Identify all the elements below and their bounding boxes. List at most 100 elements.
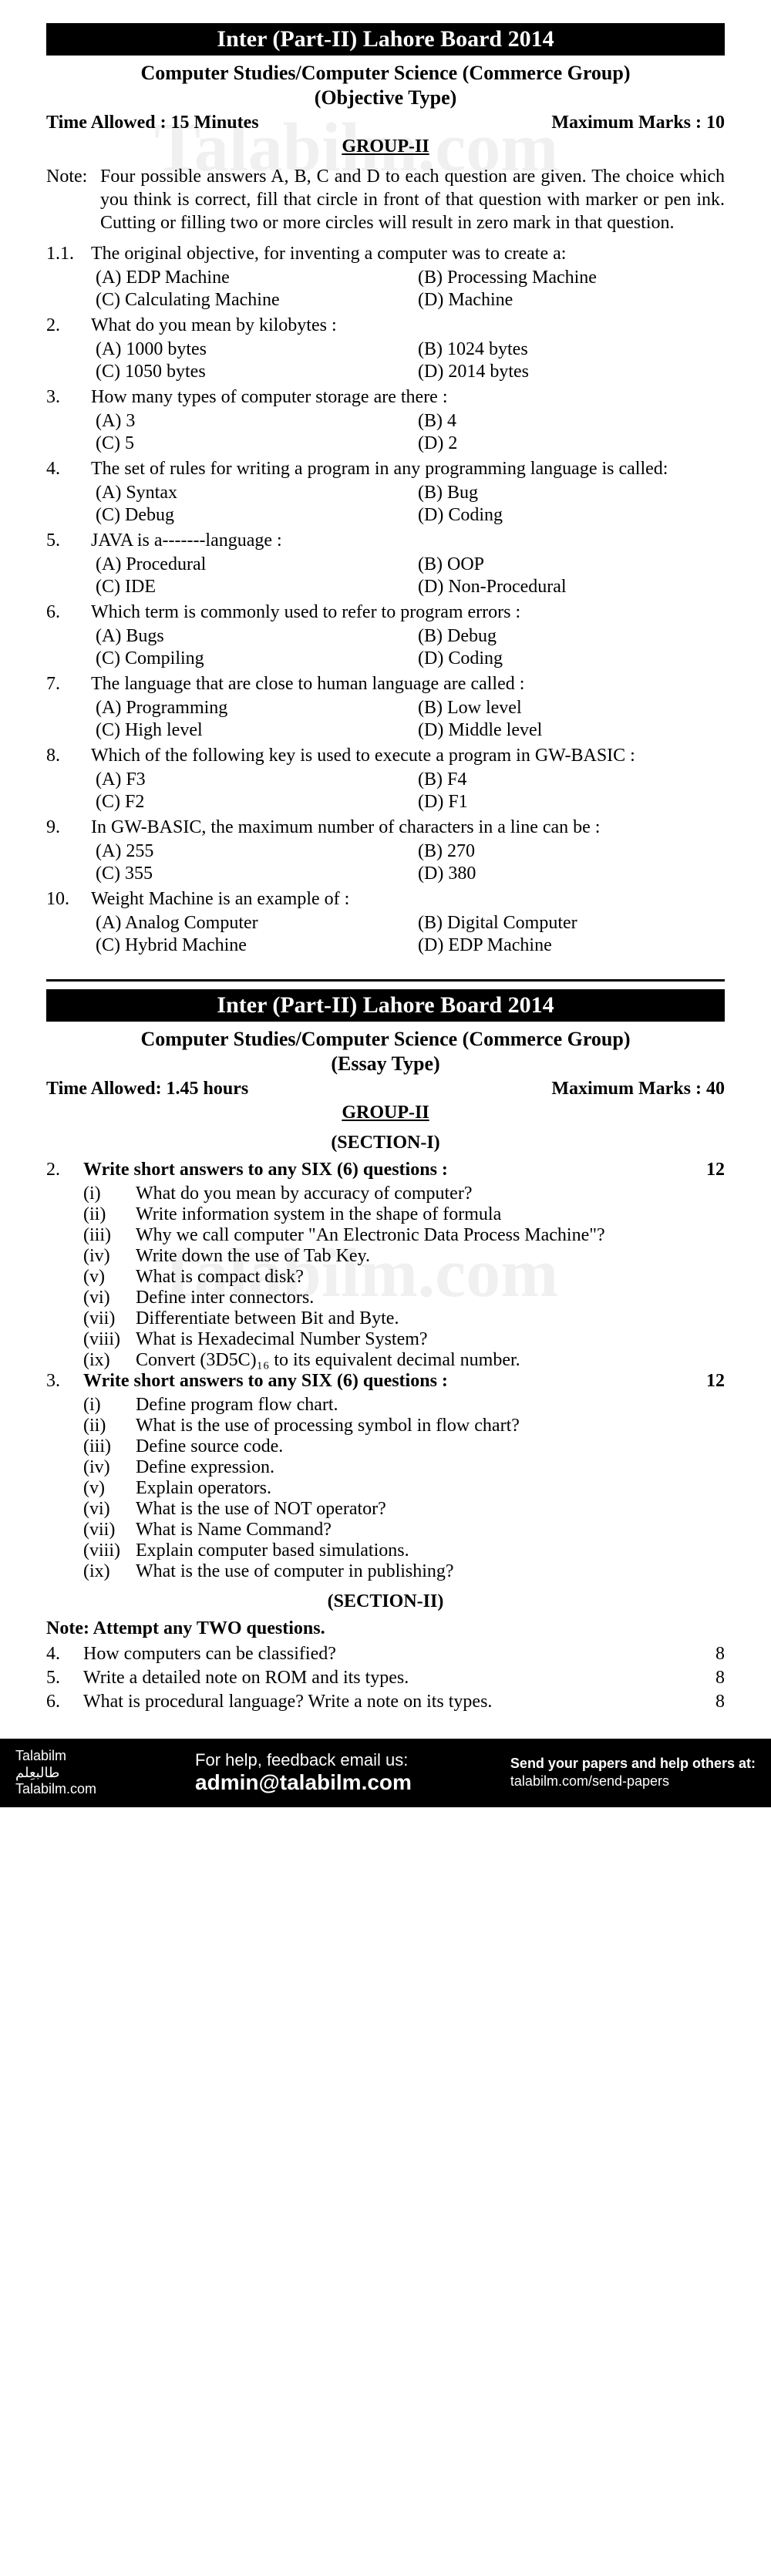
mcq-text: In GW-BASIC, the maximum number of chara… [91, 817, 725, 838]
mcq-num: 1.1. [46, 244, 91, 311]
subq-num: (iv) [83, 1246, 136, 1267]
subq-text: What is Hexadecimal Number System? [136, 1329, 428, 1350]
mcq-option: (A) Analog Computer [96, 913, 402, 934]
meta-row-objective: Time Allowed : 15 Minutes Maximum Marks … [46, 113, 725, 133]
mcq-option: (D) 2014 bytes [418, 362, 725, 382]
mcq-options: (A) 1000 bytes(B) 1024 bytes(C) 1050 byt… [91, 339, 725, 382]
essay-q2-marks: 12 [706, 1160, 725, 1180]
title-banner-objective: Inter (Part-II) Lahore Board 2014 [46, 23, 725, 56]
mcq-8: 8.Which of the following key is used to … [46, 746, 725, 813]
mcq-1: 1.1.The original objective, for inventin… [46, 244, 725, 311]
mcq-num: 6. [46, 602, 91, 669]
sub-question: (v)Explain operators. [83, 1478, 725, 1499]
longq-text: What is procedural language? Write a not… [83, 1692, 492, 1712]
subq-num: (v) [83, 1478, 136, 1499]
instructions-note: Note: Four possible answers A, B, C and … [46, 165, 725, 234]
mcq-option: (A) 1000 bytes [96, 339, 402, 360]
mcq-option: (C) IDE [96, 577, 402, 598]
paper-type-objective: (Objective Type) [46, 86, 725, 109]
exam-paper-page: Talabilm.com Talabilm.com Inter (Part-II… [0, 0, 771, 1739]
mcq-option: (D) F1 [418, 792, 725, 813]
mcq-options: (A) Bugs(B) Debug(C) Compiling(D) Coding [91, 626, 725, 669]
subq-num: (vii) [83, 1520, 136, 1541]
essay-q2-num: 2. [46, 1160, 83, 1180]
mcq-option: (B) Processing Machine [418, 268, 725, 288]
sub-question: (ii)Write information system in the shap… [83, 1204, 725, 1225]
mcq-options: (A) 255(B) 270(C) 355(D) 380 [91, 841, 725, 884]
mcq-options: (A) Procedural(B) OOP(C) IDE(D) Non-Proc… [91, 554, 725, 598]
subq-num: (i) [83, 1395, 136, 1416]
mcq-option: (B) 270 [418, 841, 725, 862]
mcq-4: 4.The set of rules for writing a program… [46, 459, 725, 526]
sub-question: (vii)Differentiate between Bit and Byte. [83, 1308, 725, 1329]
mcq-options: (A) 3(B) 4(C) 5(D) 2 [91, 411, 725, 454]
subq-text: Convert (3D5C)₁₆ to its equivalent decim… [136, 1350, 520, 1371]
mcq-option: (D) Coding [418, 505, 725, 526]
mcq-option: (C) F2 [96, 792, 402, 813]
subq-num: (iv) [83, 1457, 136, 1478]
mcq-10: 10.Weight Machine is an example of :(A) … [46, 889, 725, 956]
mcq-option: (C) 1050 bytes [96, 362, 402, 382]
mcq-text: What do you mean by kilobytes : [91, 315, 725, 336]
subq-text: What do you mean by accuracy of computer… [136, 1184, 472, 1204]
mcq-option: (A) Procedural [96, 554, 402, 575]
mcq-options: (A) Syntax(B) Bug(C) Debug(D) Coding [91, 483, 725, 526]
mcq-option: (C) 355 [96, 864, 402, 884]
mcq-option: (B) 4 [418, 411, 725, 432]
sub-question: (i)Define program flow chart. [83, 1395, 725, 1416]
sub-question: (i)What do you mean by accuracy of compu… [83, 1184, 725, 1204]
mcq-9: 9.In GW-BASIC, the maximum number of cha… [46, 817, 725, 884]
subq-text: Write information system in the shape of… [136, 1204, 501, 1225]
long-questions-list: 4.How computers can be classified? 8 5.Wri… [46, 1644, 725, 1712]
mcq-num: 8. [46, 746, 91, 813]
section-divider [46, 979, 725, 982]
longq-text: Write a detailed note on ROM and its typ… [83, 1668, 409, 1689]
longq-marks: 8 [715, 1644, 725, 1665]
subq-num: (ii) [83, 1204, 136, 1225]
subq-text: What is the use of processing symbol in … [136, 1416, 520, 1436]
mcq-option: (D) 380 [418, 864, 725, 884]
essay-q3-num: 3. [46, 1371, 83, 1392]
mcq-text: The set of rules for writing a program i… [91, 459, 725, 480]
time-allowed-essay: Time Allowed: 1.45 hours [46, 1079, 248, 1099]
footer-send: Send your papers and help others at: tal… [510, 1755, 756, 1791]
mcq-option: (A) Bugs [96, 626, 402, 647]
sub-question: (ix)Convert (3D5C)₁₆ to its equivalent d… [83, 1350, 725, 1371]
sub-question: (iii)Why we call computer "An Electronic… [83, 1225, 725, 1246]
subq-num: (v) [83, 1267, 136, 1288]
longq-marks: 8 [715, 1692, 725, 1712]
subq-text: Why we call computer "An Electronic Data… [136, 1225, 605, 1246]
sub-question: (iv)Define expression. [83, 1457, 725, 1478]
section-1-label: (SECTION-I) [46, 1133, 725, 1153]
mcq-num: 9. [46, 817, 91, 884]
mcq-option: (A) Syntax [96, 483, 402, 503]
mcq-options: (A) EDP Machine(B) Processing Machine(C)… [91, 268, 725, 311]
mcq-6: 6.Which term is commonly used to refer t… [46, 602, 725, 669]
footer-send-label: Send your papers and help others at: [510, 1756, 756, 1771]
mcq-3: 3.How many types of computer storage are… [46, 387, 725, 454]
mcq-option: (D) EDP Machine [418, 935, 725, 956]
mcq-num: 10. [46, 889, 91, 956]
mcq-option: (B) Debug [418, 626, 725, 647]
longq-num: 5. [46, 1668, 83, 1689]
essay-q2: 2. Write short answers to any SIX (6) qu… [46, 1160, 725, 1180]
mcq-options: (A) Analog Computer(B) Digital Computer(… [91, 913, 725, 956]
section-2-label: (SECTION-II) [46, 1591, 725, 1612]
subq-num: (ii) [83, 1416, 136, 1436]
mcq-option: (D) Non-Procedural [418, 577, 725, 598]
long-question: 4.How computers can be classified? 8 [46, 1644, 725, 1665]
subq-num: (viii) [83, 1541, 136, 1561]
sub-question: (iii)Define source code. [83, 1436, 725, 1457]
longq-num: 4. [46, 1644, 83, 1665]
mcq-option: (A) F3 [96, 769, 402, 790]
mcq-option: (D) Machine [418, 290, 725, 311]
title-banner-essay: Inter (Part-II) Lahore Board 2014 [46, 989, 725, 1022]
essay-q3-text: Write short answers to any SIX (6) quest… [83, 1371, 448, 1392]
mcq-text: Which term is commonly used to refer to … [91, 602, 725, 623]
mcq-option: (B) F4 [418, 769, 725, 790]
longq-text: How computers can be classified? [83, 1644, 336, 1665]
mcq-options: (A) Programming(B) Low level(C) High lev… [91, 698, 725, 741]
mcq-option: (C) High level [96, 720, 402, 741]
mcq-list: 1.1.The original objective, for inventin… [46, 244, 725, 956]
subq-num: (vi) [83, 1499, 136, 1520]
